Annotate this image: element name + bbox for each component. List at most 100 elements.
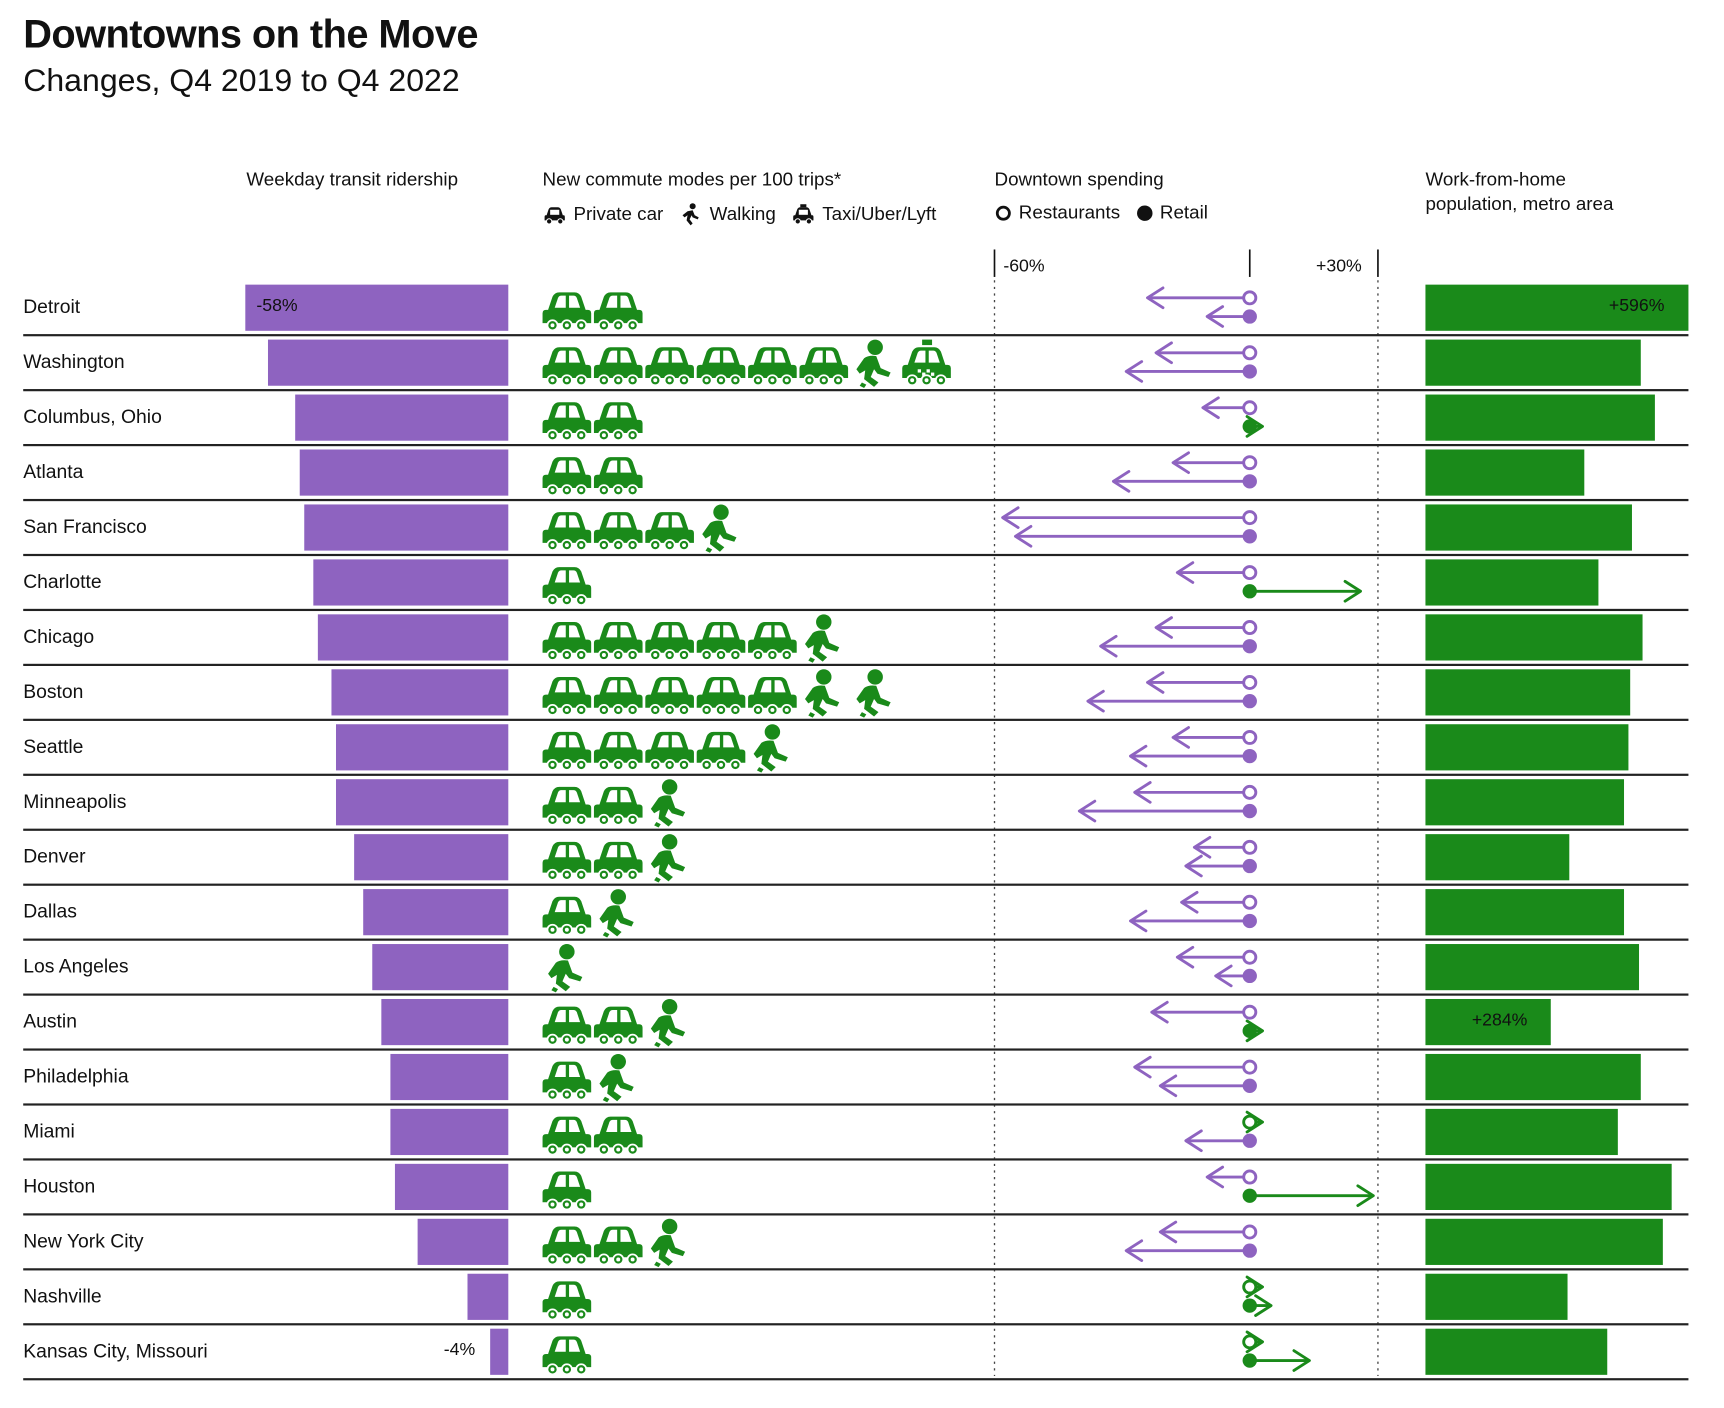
car-icon [799, 347, 849, 387]
city-label: New York City [23, 1229, 144, 1252]
retail-dot [1242, 1133, 1257, 1148]
retail-arrow [1242, 1019, 1264, 1043]
car-body [696, 347, 746, 379]
city-label: Kansas City, Missouri [23, 1339, 208, 1362]
walker-foot [654, 877, 661, 883]
car-body [593, 786, 643, 818]
car-icon [696, 676, 746, 716]
row-separator [23, 1323, 1689, 1326]
car-hub [579, 1037, 584, 1042]
retail-dot [1242, 1188, 1257, 1203]
car-window [620, 460, 632, 473]
car-body [542, 292, 592, 324]
car-window [774, 625, 786, 638]
car-hub [550, 1147, 555, 1152]
legend-retail: Retail [1136, 202, 1208, 224]
car-window [760, 625, 772, 638]
car-hub [579, 707, 584, 712]
car-window [620, 350, 632, 363]
car-icon [542, 1116, 592, 1156]
car-hub [579, 762, 584, 767]
legend-restaurants: Restaurants [995, 202, 1120, 224]
restaurant-dot [1242, 345, 1258, 361]
wfh-bar [1425, 1163, 1672, 1210]
retail-arrow [1242, 1184, 1375, 1208]
restaurant-dot [1242, 675, 1258, 690]
wfh-bar [1425, 1053, 1641, 1101]
car-body [542, 347, 592, 379]
transit-bar [335, 724, 509, 771]
retail-arrow [1242, 579, 1362, 603]
car-body [542, 1171, 592, 1203]
car-hub [616, 323, 621, 328]
city-label: Detroit [23, 295, 81, 318]
walker-body [753, 740, 788, 772]
city-label: Minneapolis [23, 790, 127, 813]
modes-legend: Private car Walking Taxi/Uber/Lyft [543, 202, 952, 226]
walker-body [548, 960, 583, 992]
transit-value-label: -4% [443, 1340, 476, 1360]
city-label: Dallas [23, 900, 77, 923]
open-circle-icon [995, 205, 1011, 221]
car-window [554, 900, 566, 913]
car-icon [645, 622, 694, 661]
car-window [569, 1339, 581, 1352]
spending-arrowhead [1013, 524, 1033, 548]
car-window [554, 570, 566, 583]
car-hub [564, 1202, 569, 1207]
car-hub [616, 872, 621, 877]
car-hub [601, 872, 606, 877]
car-icon [542, 622, 592, 661]
wfh-value-label: +596% [1608, 296, 1665, 316]
car-window [774, 680, 786, 693]
taxi-checker [930, 372, 935, 376]
walker-head [713, 504, 729, 520]
chart-title: Downtowns on the Move [23, 10, 478, 57]
car-body [645, 347, 694, 379]
wfh-bar [1425, 339, 1641, 386]
spending-arrowhead [1133, 1055, 1152, 1079]
city-label: Los Angeles [23, 955, 129, 978]
car-window [554, 350, 566, 363]
car-window [657, 515, 669, 528]
car-window [928, 350, 940, 363]
car-hub [682, 653, 686, 657]
car-window [554, 735, 566, 748]
row-separator [23, 828, 1689, 831]
spending-arrowhead [1099, 634, 1118, 658]
wfh-bar [1425, 284, 1689, 331]
car-body [542, 622, 592, 653]
car-window [569, 570, 581, 583]
retail-dot [1242, 364, 1257, 379]
car-hub [616, 543, 621, 548]
car-window [606, 680, 618, 693]
car-icon [748, 347, 797, 387]
row-separator [23, 718, 1689, 721]
city-label: Miami [23, 1119, 75, 1142]
car-window [708, 680, 720, 693]
walker-head [610, 1053, 626, 1070]
car-hub [550, 1202, 555, 1207]
car-hub [550, 1367, 555, 1372]
car-icon [542, 841, 592, 881]
car-icon [542, 896, 592, 936]
walking-icon [702, 504, 737, 553]
car-hub [682, 378, 686, 383]
restaurant-arrow [1146, 286, 1258, 310]
restaurant-dot [1242, 565, 1258, 581]
walker-body [804, 685, 840, 717]
chart-subtitle: Changes, Q4 2019 to Q4 2022 [23, 63, 460, 99]
car-hub [579, 1367, 584, 1372]
restaurant-dot [1242, 949, 1258, 965]
car-window [657, 735, 669, 748]
car-window [554, 845, 566, 858]
transit-bar [245, 284, 509, 331]
walker-body [650, 795, 686, 827]
car-hub [601, 762, 606, 767]
spending-arrowhead [1150, 1000, 1169, 1024]
car-body [593, 1226, 643, 1258]
retail-dot [1242, 1078, 1257, 1093]
car-body [645, 622, 694, 653]
row-separator [23, 883, 1689, 886]
walker-foot [654, 822, 661, 828]
